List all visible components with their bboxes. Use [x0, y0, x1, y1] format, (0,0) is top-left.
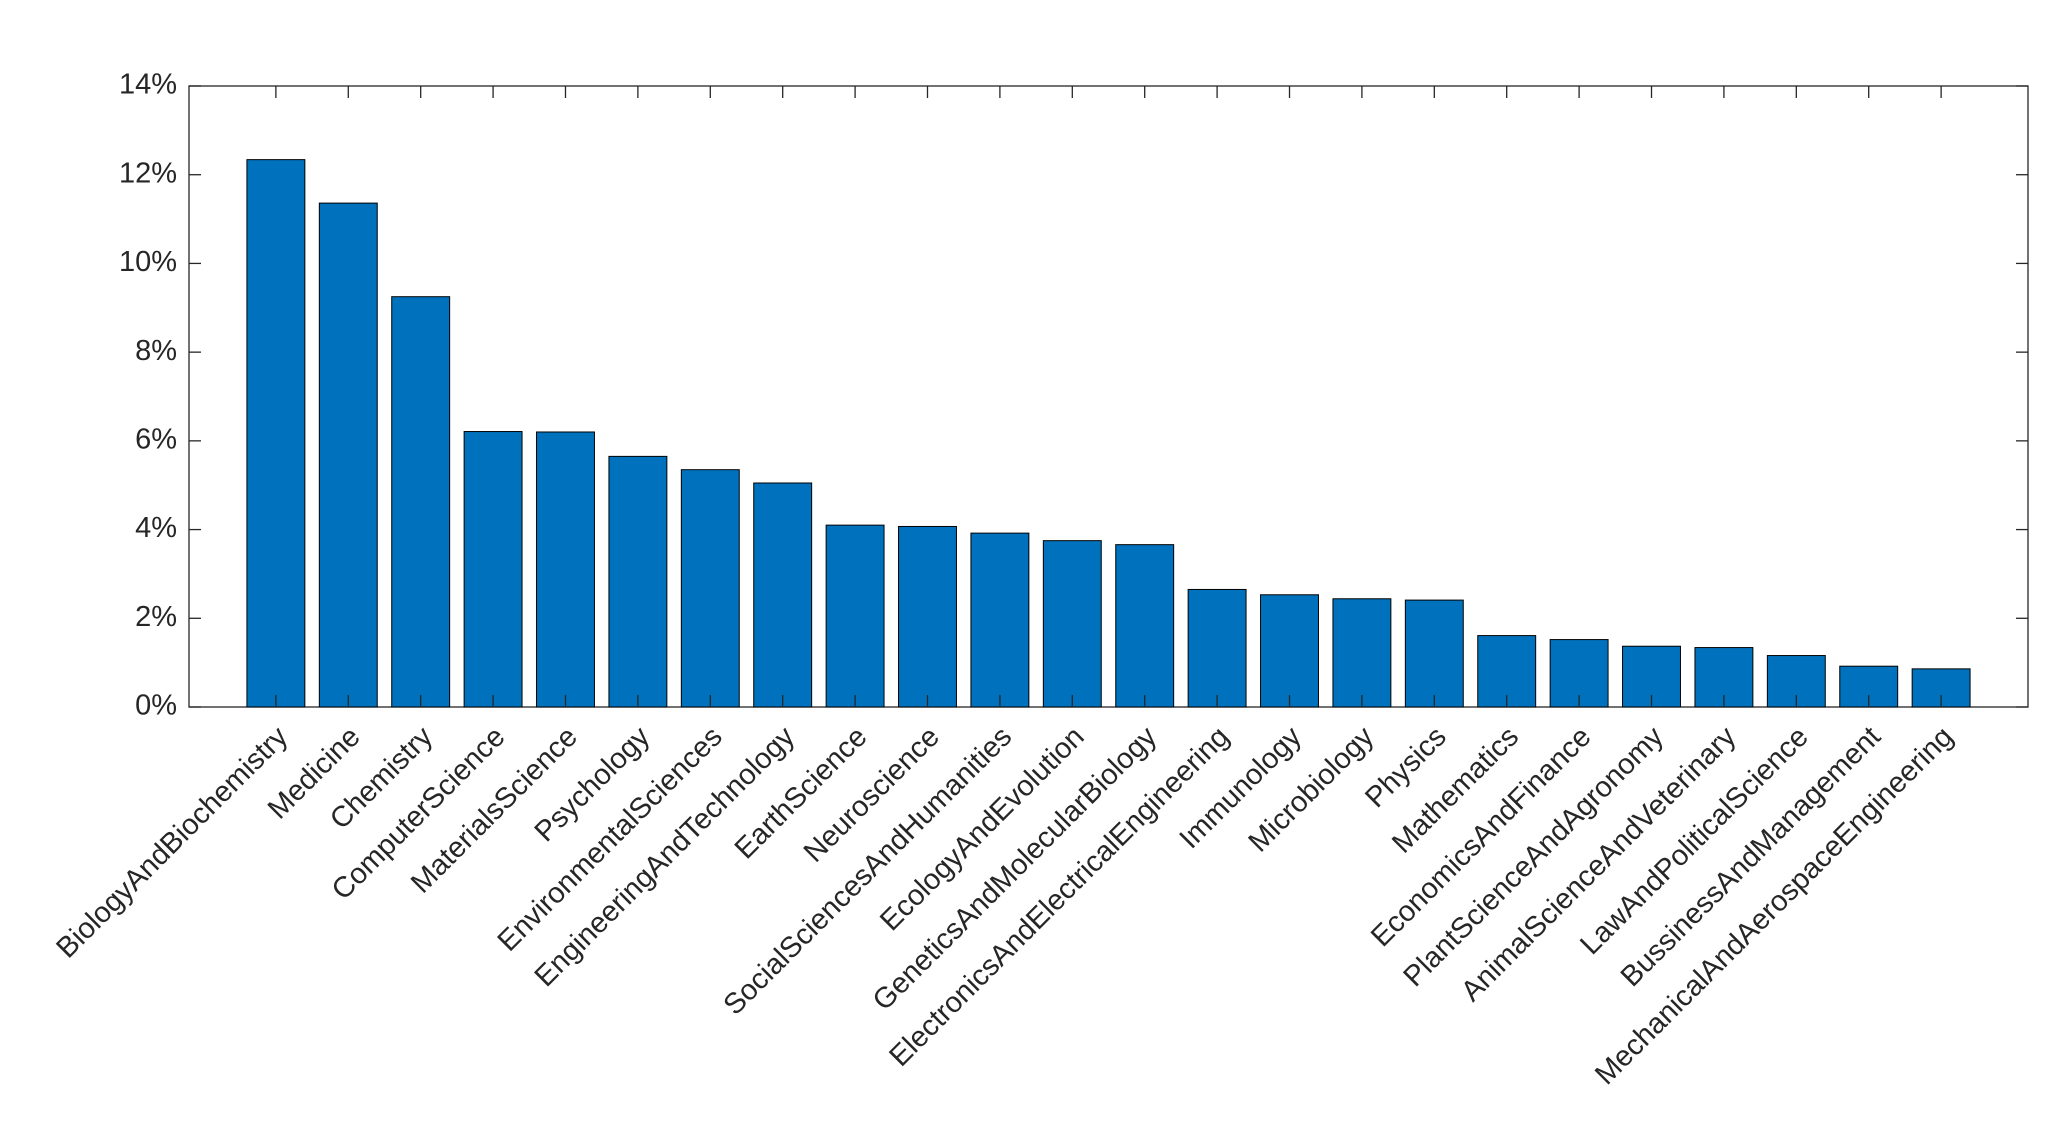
- bar: [970, 532, 1030, 708]
- bar: [536, 431, 595, 708]
- bar: [1042, 540, 1102, 708]
- bar: [680, 469, 740, 708]
- bar: [1260, 594, 1319, 708]
- bar: [898, 525, 957, 708]
- y-tick-label: 2%: [135, 601, 177, 633]
- y-tick-label: 6%: [135, 424, 177, 456]
- y-tick-label: 0%: [135, 690, 177, 722]
- bar: [1404, 599, 1464, 708]
- bar: [1332, 598, 1392, 708]
- bar: [246, 159, 306, 708]
- y-tick-label: 12%: [119, 157, 177, 189]
- x-tick-label: Microbiology: [1243, 720, 1381, 858]
- x-tick-label: BiologyAndBiochemistry: [51, 720, 295, 964]
- y-tick-label: 10%: [119, 246, 177, 278]
- y-tick-label: 8%: [135, 335, 177, 367]
- y-tick-label: 4%: [135, 512, 177, 544]
- bar: [1187, 588, 1247, 708]
- bar: [825, 524, 885, 708]
- bar: [463, 431, 523, 708]
- bar: [391, 296, 451, 708]
- bar: [318, 202, 378, 708]
- bar: [1115, 544, 1175, 708]
- bar: [753, 482, 813, 708]
- y-tick-label: 14%: [119, 69, 177, 101]
- bar: [608, 455, 668, 708]
